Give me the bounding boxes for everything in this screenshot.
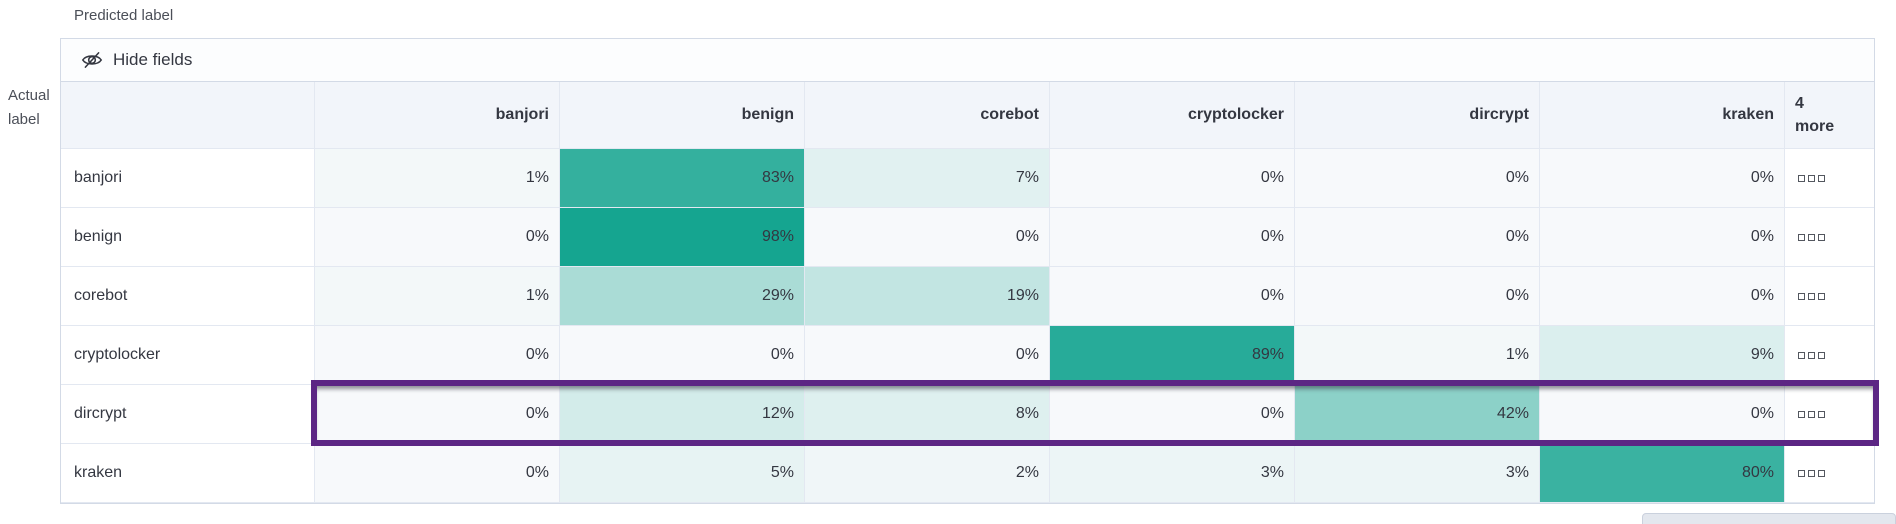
matrix-cell: 0%	[315, 385, 560, 444]
small-square-icon	[1808, 410, 1815, 418]
small-square-icon	[1818, 174, 1825, 182]
column-header-cryptolocker: cryptolocker	[1050, 82, 1295, 149]
row-label-corebot: corebot	[61, 267, 315, 326]
hidden-columns-indicator	[1785, 326, 1874, 385]
matrix-grid: banjori benign corebot cryptolocker dircrypt…	[61, 82, 1874, 503]
matrix-cell: 7%	[805, 149, 1050, 208]
small-square-icon	[1808, 469, 1815, 477]
small-square-icon	[1818, 292, 1825, 300]
matrix-cell: 42%	[1295, 385, 1540, 444]
small-square-icon	[1798, 292, 1805, 300]
small-square-icon	[1808, 233, 1815, 241]
matrix-cell: 0%	[1540, 208, 1785, 267]
matrix-cell: 0%	[315, 444, 560, 503]
matrix-cell: 0%	[1050, 267, 1295, 326]
predicted-label-axis: Predicted label	[74, 7, 174, 24]
hidden-columns-indicator	[1785, 149, 1874, 208]
matrix-cell: 0%	[1540, 267, 1785, 326]
small-square-icon	[1808, 351, 1815, 359]
matrix-cell: 8%	[805, 385, 1050, 444]
matrix-cell: 5%	[560, 444, 805, 503]
matrix-cell: 19%	[805, 267, 1050, 326]
hide-fields-button[interactable]: Hide fields	[61, 39, 1874, 82]
matrix-cell: 0%	[1050, 149, 1295, 208]
actual-label-axis: Actual label	[8, 84, 50, 132]
matrix-cell: 0%	[560, 326, 805, 385]
matrix-cell: 98%	[560, 208, 805, 267]
matrix-cell: 1%	[315, 149, 560, 208]
small-square-icon	[1798, 351, 1805, 359]
hidden-columns-indicator	[1785, 444, 1874, 503]
column-header-banjori: banjori	[315, 82, 560, 149]
matrix-cell: 0%	[805, 326, 1050, 385]
column-header-more: 4 more	[1785, 82, 1874, 149]
confusion-matrix-panel: Hide fields banjori benign corebot cryptolo…	[60, 38, 1875, 504]
row-label-cryptolocker: cryptolocker	[61, 326, 315, 385]
matrix-cell: 0%	[805, 208, 1050, 267]
small-square-icon	[1798, 174, 1805, 182]
column-header-benign: benign	[560, 82, 805, 149]
actual-label-line2: label	[8, 111, 40, 128]
matrix-cell: 80%	[1540, 444, 1785, 503]
row-label-dircrypt: dircrypt	[61, 385, 315, 444]
matrix-cell: 0%	[1540, 149, 1785, 208]
hidden-columns-indicator	[1785, 267, 1874, 326]
matrix-cell: 1%	[315, 267, 560, 326]
matrix-cell: 0%	[1295, 208, 1540, 267]
matrix-cell: 2%	[805, 444, 1050, 503]
small-square-icon	[1798, 469, 1805, 477]
column-header-corebot: corebot	[805, 82, 1050, 149]
matrix-cell: 89%	[1050, 326, 1295, 385]
matrix-cell: 0%	[1050, 208, 1295, 267]
small-square-icon	[1818, 410, 1825, 418]
matrix-cell: 0%	[1050, 385, 1295, 444]
matrix-cell: 83%	[560, 149, 805, 208]
row-label-kraken: kraken	[61, 444, 315, 503]
small-square-icon	[1808, 292, 1815, 300]
row-label-banjori: banjori	[61, 149, 315, 208]
small-square-icon	[1818, 233, 1825, 241]
matrix-cell: 1%	[1295, 326, 1540, 385]
actual-label-line1: Actual	[8, 87, 50, 104]
matrix-cell: 0%	[1295, 149, 1540, 208]
matrix-cell: 12%	[560, 385, 805, 444]
hidden-columns-indicator	[1785, 208, 1874, 267]
matrix-cell: 0%	[1540, 385, 1785, 444]
column-header-dircrypt: dircrypt	[1295, 82, 1540, 149]
matrix-cell: 3%	[1050, 444, 1295, 503]
eye-closed-icon	[81, 52, 103, 68]
hide-fields-label: Hide fields	[113, 50, 193, 69]
column-header-kraken: kraken	[1540, 82, 1785, 149]
small-square-icon	[1798, 410, 1805, 418]
matrix-cell: 0%	[315, 208, 560, 267]
header-corner-cell	[61, 82, 315, 149]
small-square-icon	[1818, 351, 1825, 359]
matrix-cell: 29%	[560, 267, 805, 326]
matrix-cell: 0%	[1295, 267, 1540, 326]
small-square-icon	[1818, 469, 1825, 477]
matrix-cell: 3%	[1295, 444, 1540, 503]
row-label-benign: benign	[61, 208, 315, 267]
small-square-icon	[1798, 233, 1805, 241]
matrix-cell: 9%	[1540, 326, 1785, 385]
hidden-columns-indicator	[1785, 385, 1874, 444]
scrollbar[interactable]	[1642, 513, 1896, 524]
small-square-icon	[1808, 174, 1815, 182]
matrix-cell: 0%	[315, 326, 560, 385]
